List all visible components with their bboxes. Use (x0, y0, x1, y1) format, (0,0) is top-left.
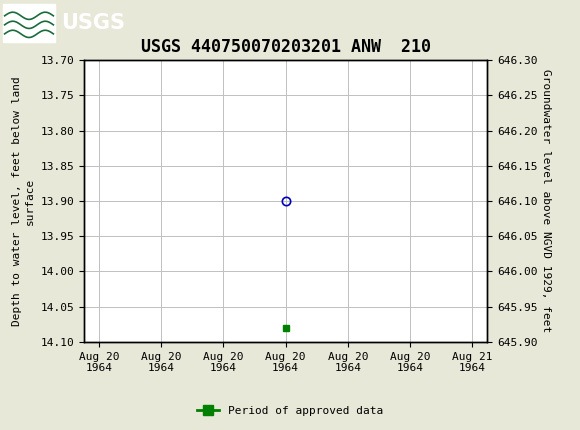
Y-axis label: Depth to water level, feet below land
surface: Depth to water level, feet below land su… (12, 76, 35, 326)
Y-axis label: Groundwater level above NGVD 1929, feet: Groundwater level above NGVD 1929, feet (541, 69, 552, 333)
Text: USGS: USGS (61, 12, 125, 33)
FancyBboxPatch shape (3, 3, 55, 42)
Title: USGS 440750070203201 ANW  210: USGS 440750070203201 ANW 210 (140, 38, 430, 56)
Legend: Period of approved data: Period of approved data (193, 401, 387, 420)
